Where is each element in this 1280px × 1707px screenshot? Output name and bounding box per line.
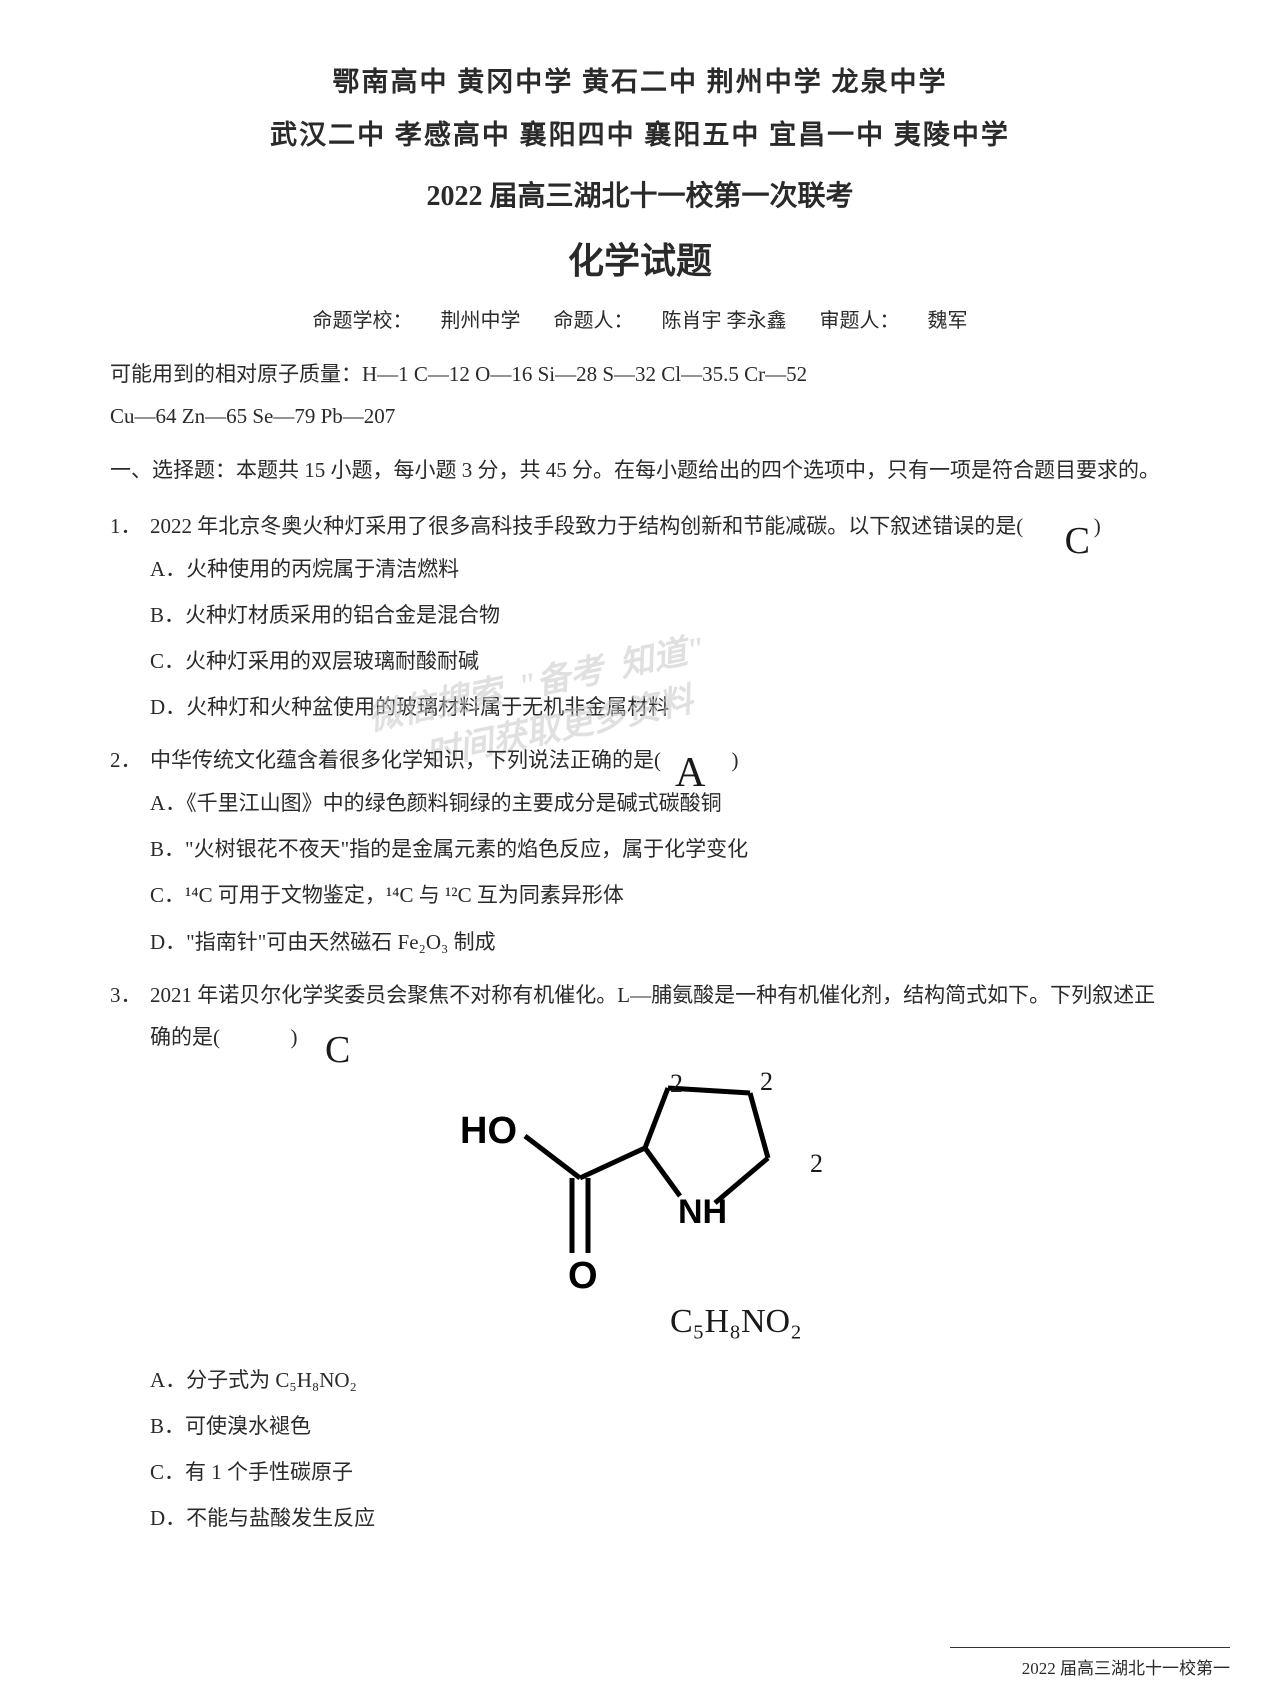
nh-label: NH	[678, 1193, 727, 1231]
q1-option-c: C．火种灯采用的双层玻璃耐酸耐碱	[150, 639, 1170, 683]
credit-author-label: 命题人：	[554, 310, 634, 332]
hw-ring-2-topright: 2	[760, 1056, 773, 1108]
exam-page: 鄂南高中 黄冈中学 黄石二中 荆州中学 龙泉中学 武汉二中 孝感高中 襄阳四中 …	[0, 0, 1280, 1707]
q2-option-b: B．"火树银花不夜天"指的是金属元素的焰色反应，属于化学变化	[150, 827, 1170, 871]
credit-reviewer: 魏军	[928, 310, 968, 332]
q3-stem: 2021 年诺贝尔化学奖委员会聚焦不对称有机催化。L—脯氨酸是一种有机催化剂，结…	[150, 974, 1170, 1058]
subject-title: 化学试题	[110, 232, 1170, 284]
q1-option-d: D．火种灯和火种盆使用的玻璃材料属于无机非金属材料	[150, 685, 1170, 729]
hw-ring-2-top: 2	[670, 1058, 683, 1110]
atomic-masses-line1: H—1 C—12 O—16 Si—28 S—32 Cl—35.5 Cr—52	[362, 362, 807, 386]
q3-options: A．分子式为 C₅H₈NO₂ B．可使溴水褪色 C．有 1 个手性碳原子 D．不…	[110, 1358, 1170, 1540]
q1-number: 1．	[110, 505, 150, 547]
q2-stem: 中华传统文化蕴含着很多化学知识，下列说法正确的是( )	[150, 739, 1170, 781]
q3-answer-blank	[225, 1016, 285, 1058]
page-footer: 2022 届高三湖北十一校第一	[950, 1647, 1230, 1679]
q3-option-b: B．可使溴水褪色	[150, 1404, 1170, 1448]
schools-line-2: 武汉二中 孝感高中 襄阳四中 襄阳五中 宜昌一中 夷陵中学	[110, 113, 1170, 152]
atomic-masses-label: 可能用到的相对原子质量：	[110, 362, 362, 386]
o-label: O	[568, 1255, 598, 1297]
q3-option-d: D．不能与盐酸发生反应	[150, 1496, 1170, 1540]
molecule-structure: HO O NH 2 2 2	[110, 1078, 1170, 1318]
q3-handwritten-answer: C	[325, 1012, 350, 1088]
question-2: 2． 中华传统文化蕴含着很多化学知识，下列说法正确的是( ) A A．《千里江山…	[110, 739, 1170, 963]
q1-handwritten-answer: C	[1065, 503, 1090, 579]
q2-number: 2．	[110, 739, 150, 781]
question-3: 3． 2021 年诺贝尔化学奖委员会聚焦不对称有机催化。L—脯氨酸是一种有机催化…	[110, 974, 1170, 1540]
q1-options: A．火种使用的丙烷属于清洁燃料 B．火种灯材质采用的铝合金是混合物 C．火种灯采…	[110, 547, 1170, 729]
credit-authors: 陈肖宇 李永鑫	[662, 310, 787, 332]
q2-option-c: C．¹⁴C 可用于文物鉴定，¹⁴C 与 ¹²C 互为同素异形体	[150, 873, 1170, 917]
q2-handwritten-answer: A	[675, 731, 705, 815]
q2-option-a: A．《千里江山图》中的绿色颜料铜绿的主要成分是碱式碳酸铜	[150, 781, 1170, 825]
exam-title: 2022 届高三湖北十一校第一次联考	[110, 174, 1170, 214]
hw-ring-2-right: 2	[810, 1138, 823, 1190]
ho-label: HO	[460, 1110, 517, 1152]
schools-line-1: 鄂南高中 黄冈中学 黄石二中 荆州中学 龙泉中学	[110, 60, 1170, 99]
proline-molecule-svg: HO O NH	[450, 1078, 830, 1318]
q3-option-a: A．分子式为 C₅H₈NO₂	[150, 1358, 1170, 1402]
atomic-masses: 可能用到的相对原子质量：H—1 C—12 O—16 Si—28 S—32 Cl—…	[110, 353, 1170, 437]
q3-number: 3．	[110, 974, 150, 1016]
credit-reviewer-label: 审题人：	[820, 310, 900, 332]
q3-handwritten-formula: C₅H₈NO₂	[670, 1288, 802, 1356]
q2-option-d: D．"指南针"可由天然磁石 Fe₂O₃ 制成	[150, 920, 1170, 964]
q1-stem: 2022 年北京冬奥火种灯采用了很多高科技手段致力于结构创新和节能减碳。以下叙述…	[150, 505, 1170, 547]
q3-option-c: C．有 1 个手性碳原子	[150, 1450, 1170, 1494]
q2-options: A．《千里江山图》中的绿色颜料铜绿的主要成分是碱式碳酸铜 B．"火树银花不夜天"…	[110, 781, 1170, 963]
question-1: 1． 2022 年北京冬奥火种灯采用了很多高科技手段致力于结构创新和节能减碳。以…	[110, 505, 1170, 729]
credit-school-label: 命题学校：	[313, 310, 413, 332]
q1-option-a: A．火种使用的丙烷属于清洁燃料	[150, 547, 1170, 591]
credits-line: 命题学校： 荆州中学 命题人： 陈肖宇 李永鑫 审题人： 魏军	[110, 304, 1170, 333]
q1-option-b: B．火种灯材质采用的铝合金是混合物	[150, 593, 1170, 637]
credit-school: 荆州中学	[441, 310, 521, 332]
atomic-masses-line2: Cu—64 Zn—65 Se—79 Pb—207	[110, 404, 395, 428]
section-header: 一、选择题：本题共 15 小题，每小题 3 分，共 45 分。在每小题给出的四个…	[110, 451, 1170, 491]
